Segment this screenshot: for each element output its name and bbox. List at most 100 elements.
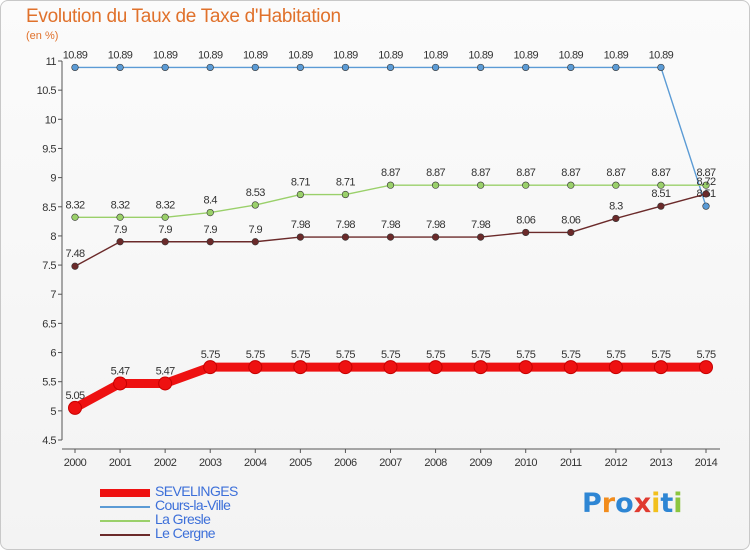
data-label-la-gresle: 8.4 <box>203 195 217 207</box>
data-point-la-gresle <box>161 213 169 221</box>
data-point-la-gresle <box>612 181 620 189</box>
proxiti-logo: Proxiti <box>582 488 683 519</box>
data-label-le-cergne: 7.9 <box>203 224 217 236</box>
data-label-sevelinges: 5.75 <box>291 349 310 361</box>
data-label-le-cergne: 7.98 <box>336 219 355 231</box>
data-label-le-cergne: 7.48 <box>65 248 84 260</box>
data-point-la-gresle <box>251 201 259 209</box>
data-point-le-cergne <box>341 233 350 241</box>
data-label-la-gresle: 8.87 <box>516 167 535 179</box>
data-label-cours-la-ville: 10.89 <box>649 49 674 61</box>
y-tick-label: 8.5 <box>42 202 56 214</box>
legend-swatch-la-gresle <box>100 520 150 522</box>
data-point-cours-la-ville <box>612 63 620 72</box>
data-point-la-gresle <box>386 181 395 189</box>
data-point-sevelinges <box>68 400 82 415</box>
data-point-sevelinges <box>338 360 353 375</box>
logo-letter: x <box>633 488 652 519</box>
data-label-sevelinges: 5.75 <box>471 349 490 361</box>
data-point-le-cergne <box>657 202 665 210</box>
data-label-le-cergne: 7.98 <box>471 219 490 231</box>
data-point-sevelinges <box>113 376 128 391</box>
data-label-sevelinges: 5.75 <box>516 349 535 361</box>
data-label-sevelinges: 5.75 <box>246 349 265 361</box>
legend-swatch-sevelinges <box>100 489 150 497</box>
y-tick-label: 10.5 <box>37 85 57 97</box>
data-point-le-cergne <box>431 233 440 241</box>
data-label-la-gresle: 8.32 <box>156 199 175 211</box>
data-label-le-cergne: 8.3 <box>609 200 623 212</box>
data-point-cours-la-ville <box>477 63 485 72</box>
data-label-la-gresle: 8.71 <box>336 177 355 189</box>
data-point-cours-la-ville <box>522 63 530 72</box>
data-point-cours-la-ville <box>567 63 575 72</box>
data-point-le-cergne <box>116 238 124 246</box>
data-label-cours-la-ville: 10.89 <box>513 49 538 61</box>
data-label-le-cergne: 8.51 <box>651 188 670 200</box>
data-point-cours-la-ville <box>116 63 124 72</box>
data-label-la-gresle: 8.87 <box>471 167 490 179</box>
data-point-cours-la-ville <box>71 63 79 72</box>
data-point-la-gresle <box>341 190 350 199</box>
x-tick-label: 2001 <box>109 457 132 469</box>
data-point-la-gresle <box>522 181 530 189</box>
data-label-la-gresle: 8.87 <box>651 167 670 179</box>
x-tick-label: 2008 <box>424 457 447 469</box>
data-label-le-cergne: 7.9 <box>113 224 127 236</box>
data-point-sevelinges <box>383 360 398 375</box>
logo-letter: P <box>582 488 602 519</box>
logo-letter: i <box>651 488 661 519</box>
logo-letter: i <box>673 488 683 519</box>
data-label-sevelinges: 5.75 <box>561 349 580 361</box>
legend-swatch-le-cergne <box>100 534 150 536</box>
data-label-cours-la-ville: 10.89 <box>333 49 358 61</box>
data-point-le-cergne <box>206 238 214 246</box>
chart-subtitle: (en %) <box>26 30 59 42</box>
data-point-sevelinges <box>608 360 623 375</box>
data-point-sevelinges <box>293 360 308 375</box>
data-point-le-cergne <box>522 228 530 237</box>
data-point-la-gresle <box>702 181 710 189</box>
legend-label-sevelinges: SEVELINGES <box>155 483 238 499</box>
data-point-cours-la-ville <box>206 63 214 72</box>
y-tick-label: 11 <box>46 56 57 68</box>
data-label-la-gresle: 8.53 <box>246 187 265 199</box>
data-label-cours-la-ville: 10.89 <box>243 49 268 61</box>
data-point-le-cergne <box>702 190 710 198</box>
x-tick-label: 2007 <box>379 457 402 469</box>
data-label-sevelinges: 5.75 <box>336 349 355 361</box>
data-point-la-gresle <box>657 181 665 189</box>
legend-label-le-cergne: Le Cergne <box>155 525 216 541</box>
data-point-sevelinges <box>203 360 218 375</box>
data-point-cours-la-ville <box>341 63 350 72</box>
data-label-la-gresle: 8.87 <box>606 167 625 179</box>
x-tick-label: 2006 <box>334 457 357 469</box>
data-label-sevelinges: 5.75 <box>381 349 400 361</box>
y-tick-label: 5.5 <box>42 377 56 389</box>
data-point-sevelinges <box>653 360 668 375</box>
data-label-sevelinges: 5.75 <box>606 349 625 361</box>
data-label-cours-la-ville: 10.89 <box>604 49 629 61</box>
chart-legend: SEVELINGES Cours-la-Ville La Gresle Le C… <box>100 483 320 542</box>
x-tick-label: 2005 <box>289 457 312 469</box>
data-point-le-cergne <box>612 214 620 223</box>
data-label-sevelinges: 5.75 <box>651 349 670 361</box>
data-point-la-gresle <box>567 181 575 189</box>
data-point-le-cergne <box>71 262 79 270</box>
legend-label-cours-la-ville: Cours-la-Ville <box>155 497 231 513</box>
data-label-sevelinges: 5.75 <box>696 349 715 361</box>
data-point-la-gresle <box>477 181 485 189</box>
y-tick-label: 7 <box>50 289 56 301</box>
data-label-la-gresle: 8.87 <box>381 167 400 179</box>
data-point-cours-la-ville <box>161 63 169 72</box>
data-label-la-gresle: 8.32 <box>111 199 130 211</box>
y-tick-label: 5 <box>50 406 56 418</box>
data-label-la-gresle: 8.87 <box>696 167 715 179</box>
x-tick-label: 2003 <box>199 457 222 469</box>
data-label-cours-la-ville: 10.89 <box>153 49 178 61</box>
data-label-sevelinges: 5.75 <box>201 349 220 361</box>
y-tick-label: 4.5 <box>42 435 56 447</box>
data-point-sevelinges <box>428 360 443 375</box>
